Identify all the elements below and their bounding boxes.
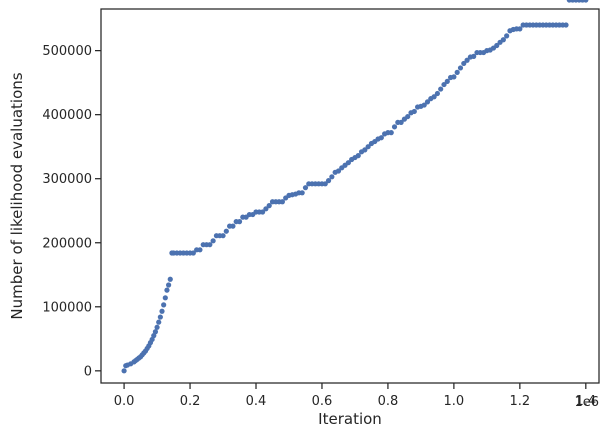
x-tick-label: 1.2 (510, 394, 531, 409)
data-point (457, 65, 464, 71)
data-point (220, 233, 226, 239)
x-tick-label: 1.0 (444, 394, 465, 409)
data-point (365, 144, 371, 150)
data-point (230, 223, 236, 229)
data-point (197, 247, 203, 253)
data-point (494, 42, 500, 49)
data-point (378, 135, 384, 141)
data-point (322, 181, 328, 187)
data-point (441, 81, 447, 88)
data-point (583, 0, 589, 3)
data-point (500, 37, 506, 43)
data-point (263, 206, 269, 212)
data-point (411, 108, 417, 115)
data-point (345, 160, 351, 166)
data-point (431, 94, 437, 100)
data-point (355, 153, 361, 159)
y-tick-label: 200000 (42, 236, 92, 251)
data-point (157, 314, 163, 320)
y-axis-label: Number of likelihood evaluations (8, 72, 26, 319)
data-point (223, 228, 229, 234)
x-axis-offset-label: 1e6 (574, 395, 599, 410)
data-point (154, 324, 160, 330)
data-point (167, 276, 173, 282)
data-point (464, 57, 470, 63)
data-point (159, 308, 165, 314)
data-point (299, 190, 305, 196)
data-point (438, 86, 444, 92)
data-point (166, 282, 172, 288)
data-point (302, 185, 309, 191)
y-tick-label: 500000 (42, 44, 92, 59)
x-tick-label: 0.4 (246, 394, 267, 409)
data-point (207, 242, 213, 248)
data-point (210, 238, 216, 244)
data-point (329, 174, 335, 180)
x-tick-label: 0.2 (180, 394, 201, 409)
y-tick-label: 0 (84, 364, 92, 379)
data-point (362, 147, 368, 153)
x-tick-label: 0.6 (312, 394, 333, 409)
data-point (421, 102, 427, 108)
y-axis-ticks: 0 100000 200000 300000 400000 500000 (42, 44, 101, 379)
data-point (162, 295, 168, 301)
data-point (405, 113, 411, 120)
data-point (563, 22, 569, 28)
data-point (398, 119, 404, 125)
data-point (279, 199, 285, 205)
x-tick-label: 1.4 (575, 394, 596, 409)
y-tick-label: 400000 (42, 108, 92, 123)
plot-area (101, 9, 599, 383)
data-point (325, 178, 332, 184)
data-point (388, 130, 394, 136)
data-point (444, 78, 450, 84)
data-point (454, 69, 460, 75)
data-point (517, 26, 523, 32)
data-points (121, 0, 589, 374)
data-point (335, 168, 342, 174)
x-tick-label: 0.0 (114, 394, 135, 409)
data-point (236, 219, 243, 225)
data-point (424, 99, 431, 105)
data-point (266, 203, 272, 209)
y-tick-label: 100000 (42, 300, 92, 315)
data-point (260, 209, 266, 215)
data-point (164, 287, 170, 293)
data-point (451, 74, 457, 80)
data-point (391, 124, 398, 130)
data-point (156, 319, 162, 325)
data-point (471, 53, 477, 59)
x-axis-ticks: 0.0 0.2 0.4 0.6 0.8 1.0 1.2 1.4 (114, 383, 596, 409)
data-point (190, 250, 196, 256)
data-point (434, 90, 440, 97)
x-axis-label: Iteration (318, 410, 382, 428)
plot-frame (100, 8, 600, 384)
data-point (161, 302, 167, 308)
data-point (152, 329, 159, 335)
data-point (504, 33, 510, 39)
data-point (121, 368, 127, 374)
y-tick-label: 300000 (42, 172, 92, 187)
x-tick-label: 0.8 (378, 394, 399, 409)
data-point (461, 60, 467, 67)
